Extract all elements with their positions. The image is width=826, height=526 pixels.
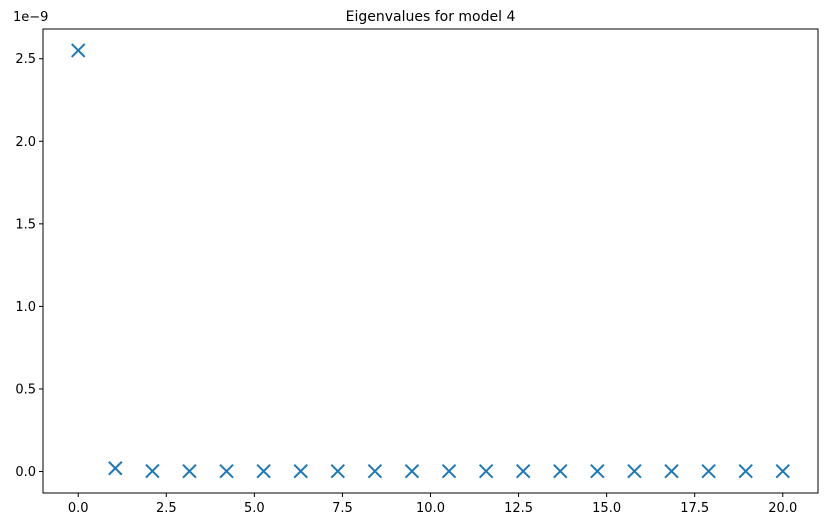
data-point-marker [404,463,420,479]
data-point-marker [441,463,457,479]
y-axis-ticks: 0.0 0.5 1.0 1.5 2.0 2.5 [15,52,43,480]
data-point-marker [219,463,234,479]
x-tick-label: 15.0 [592,501,621,516]
x-tick-label: 17.5 [680,501,709,516]
y-tick-label: 1.0 [15,300,36,315]
data-point-marker [256,463,271,479]
data-point-marker [182,463,197,479]
y-axis-offset-label: 1e−9 [13,10,48,25]
data-markers [71,43,790,479]
data-point-marker [627,463,642,479]
x-tick-label: 10.0 [416,501,445,516]
data-point-marker [478,463,494,479]
data-point-marker [590,463,605,479]
data-point-marker [71,43,86,58]
data-point-marker [701,463,716,479]
data-point-marker [553,463,568,479]
y-tick-label: 0.0 [15,465,36,480]
data-point-marker [738,463,753,479]
x-tick-label: 7.5 [332,501,353,516]
data-point-marker [145,463,160,479]
data-point-marker [293,463,308,479]
y-tick-label: 0.5 [15,382,36,397]
x-tick-label: 5.0 [244,501,265,516]
x-tick-label: 2.5 [156,501,177,516]
data-point-marker [775,463,790,479]
plot-area-frame [42,28,819,494]
x-tick-label: 0.0 [68,501,89,516]
chart-title: Eigenvalues for model 4 [346,9,516,25]
y-tick-label: 2.5 [15,52,36,67]
x-axis-ticks: 0.0 2.5 5.0 7.5 10.0 12.5 15.0 17.5 20.0 [68,493,797,516]
data-point-marker [108,461,123,476]
y-tick-label: 1.5 [15,217,36,232]
y-tick-label: 2.0 [15,135,36,150]
data-point-marker [515,463,531,479]
data-point-marker [330,463,346,479]
data-point-marker [664,463,679,479]
data-point-marker [367,463,383,479]
x-tick-label: 20.0 [768,501,797,516]
x-tick-label: 12.5 [504,501,533,516]
